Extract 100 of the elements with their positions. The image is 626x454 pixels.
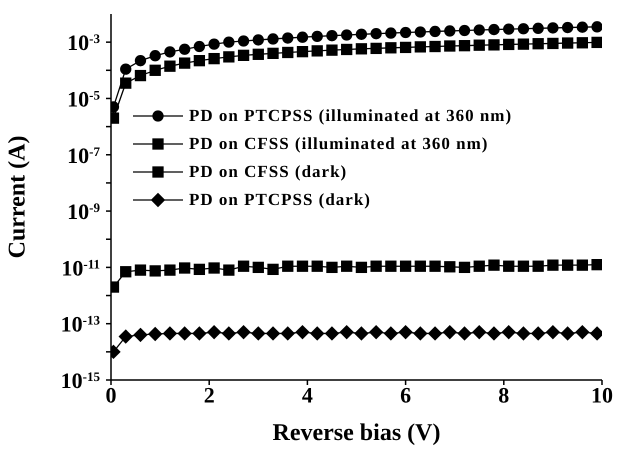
point [400,260,412,272]
point [340,325,354,340]
point [458,40,470,52]
point [458,24,470,36]
legend-label: PD on PTCPSS (illuminated at 360 nm) [189,106,512,126]
point [282,46,294,58]
point [458,326,472,340]
point [356,28,368,40]
point [223,36,234,48]
x-tick-label: 2 [204,382,215,408]
point [384,326,398,340]
point [222,326,236,340]
point [341,29,352,41]
point [502,325,516,340]
point [354,326,368,340]
point [236,325,251,340]
point [472,325,486,340]
y-tick-label: 10$^{-5}$ [67,86,100,112]
y-tick-label: 10$^{-15}$ [60,368,100,393]
point [444,25,456,37]
point [356,43,368,54]
point [575,325,590,340]
point [267,48,279,60]
point [400,42,412,54]
point [208,52,220,64]
point [429,260,441,272]
point [150,50,161,62]
point [164,46,176,58]
point [310,326,324,340]
point [547,22,559,34]
y-tick-label: 10$^{-11}$ [61,255,100,280]
point [503,23,514,35]
point [532,22,544,34]
x-tick-label: 8 [498,382,510,408]
point [385,27,397,39]
point [518,260,530,272]
point [444,261,456,272]
point [370,260,382,272]
point [134,55,146,66]
point [208,38,220,50]
point [312,45,323,57]
y-tick-label: 10$^{-7}$ [67,142,100,168]
point [385,42,397,54]
point [208,262,220,274]
point [398,325,413,340]
point [150,265,161,277]
point [192,326,206,340]
point [576,37,588,48]
point [282,32,294,44]
point [312,30,323,42]
point [179,57,190,69]
point [428,326,442,340]
point [312,260,323,272]
point [120,63,132,75]
point [429,26,441,38]
legend-label: PD on CFSS (dark) [189,162,348,182]
point [178,326,192,340]
point [488,39,500,51]
point [458,262,470,274]
x-tick-label: 10 [591,382,613,408]
point [518,38,530,50]
point [518,23,530,34]
point [503,260,514,272]
point [442,325,457,340]
point [134,70,146,82]
x-tick-label: 0 [106,382,116,408]
y-axis-title: Current (A) [4,136,31,258]
point [194,40,206,52]
x-axis-title: Reverse bias (V) [272,420,440,446]
point [370,28,382,40]
point [370,42,382,54]
point [488,260,500,271]
point [251,326,266,340]
point [547,38,559,50]
point [252,262,264,274]
point [252,48,264,60]
legend-label: PD on PTCPSS (dark) [189,190,371,210]
point [414,260,426,272]
point [562,37,574,49]
point [133,328,148,342]
point [486,326,501,340]
point [474,24,485,36]
point [238,260,250,272]
point [252,34,264,46]
point [532,260,544,272]
point [326,262,338,274]
point [280,326,295,340]
point [516,326,530,340]
point [194,264,206,276]
y-tick-label: 10$^{-13}$ [60,312,100,337]
point [194,55,206,66]
point [164,60,176,72]
point [223,51,234,63]
point [546,325,560,340]
point [134,264,146,276]
point [414,41,426,53]
point [444,40,456,52]
point [532,38,544,50]
point [296,46,308,58]
point [164,264,176,276]
